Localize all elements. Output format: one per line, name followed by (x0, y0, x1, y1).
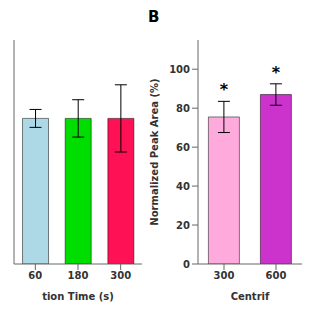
svg-text:60: 60 (28, 270, 42, 281)
svg-text:100: 100 (169, 64, 190, 75)
svg-text:*: * (272, 63, 281, 82)
svg-text:Normalized Peak Area (%): Normalized Peak Area (%) (149, 78, 160, 225)
svg-text:tion Time (s): tion Time (s) (42, 291, 114, 302)
svg-text:Centrif: Centrif (231, 291, 270, 302)
svg-text:600: 600 (266, 270, 287, 281)
svg-text:*: * (220, 80, 229, 99)
svg-text:300: 300 (214, 270, 235, 281)
svg-text:0: 0 (183, 259, 190, 270)
svg-text:180: 180 (68, 270, 89, 281)
svg-text:300: 300 (110, 270, 131, 281)
svg-text:40: 40 (176, 181, 190, 192)
svg-text:20: 20 (176, 220, 190, 231)
html-text:B: B (148, 8, 160, 26)
svg-text:80: 80 (176, 103, 190, 114)
svg-text:60: 60 (176, 142, 190, 153)
